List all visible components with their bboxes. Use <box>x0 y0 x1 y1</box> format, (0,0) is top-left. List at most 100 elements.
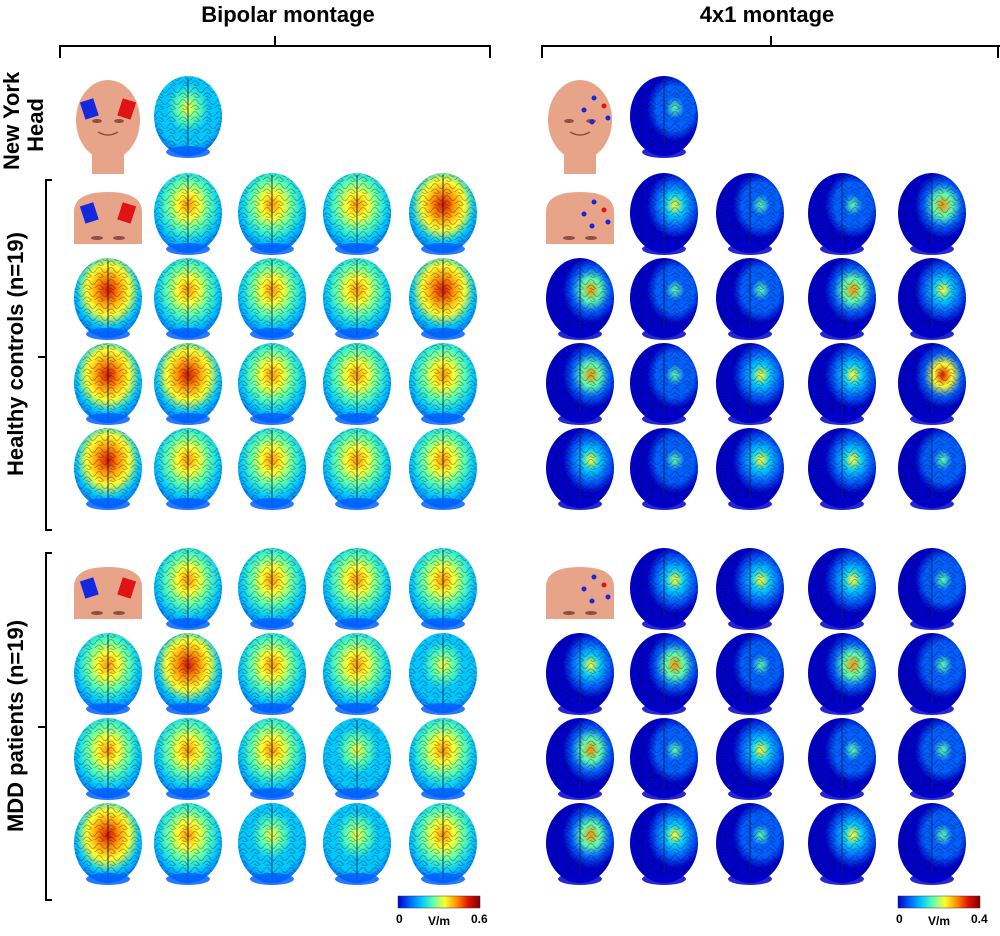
healthy-4x1-brain-19 <box>898 428 966 510</box>
4x1-montage-title: 4x1 montage <box>699 2 835 27</box>
mdd-4x1-brain-18 <box>808 803 876 885</box>
healthy-bipolar-brain-18 <box>323 428 391 510</box>
mdd-4x1-brain-17 <box>716 803 784 885</box>
mdd-bipolar-brain-8 <box>323 633 391 715</box>
mdd-bracket <box>38 552 52 901</box>
healthy-4x1-head <box>546 192 614 244</box>
bipolar-montage-title: Bipolar montage <box>201 2 375 27</box>
ny-brain-bipolar <box>154 76 222 158</box>
healthy-bipolar-brain-17 <box>238 428 306 510</box>
mdd-4x1-brain-2 <box>716 548 784 630</box>
healthy-4x1-brain-13 <box>808 343 876 425</box>
healthy-bipolar-brain-1 <box>154 173 222 255</box>
bipolar-colorbar <box>397 895 481 909</box>
mdd-bipolar-brain-4 <box>409 548 477 630</box>
mdd-4x1-brain-1 <box>630 548 698 630</box>
healthy-4x1-brain-10 <box>546 343 614 425</box>
mdd-4x1-brain-6 <box>630 633 698 715</box>
healthy-bipolar-brain-12 <box>238 343 306 425</box>
mdd-4x1-brain-14 <box>898 718 966 800</box>
mdd-bipolar-brain-12 <box>238 718 306 800</box>
healthy-4x1-brain-12 <box>716 343 784 425</box>
mdd-4x1-brain-15 <box>546 803 614 885</box>
ny-head-bipolar <box>76 80 140 174</box>
mdd-4x1-brain-8 <box>808 633 876 715</box>
healthy-4x1-brain-18 <box>808 428 876 510</box>
mdd-4x1-brain-12 <box>716 718 784 800</box>
ny-head-4x1 <box>548 80 612 174</box>
healthy-bipolar-brain-16 <box>154 428 222 510</box>
mdd-bipolar-brain-18 <box>323 803 391 885</box>
healthy-bipolar-brain-8 <box>323 258 391 340</box>
healthy-4x1-brain-3 <box>808 173 876 255</box>
mdd-bipolar-brain-17 <box>238 803 306 885</box>
bipolar-colorbar-unit: V/m <box>428 914 451 928</box>
healthy-4x1-brain-4 <box>898 173 966 255</box>
healthy-4x1-brain-9 <box>898 258 966 340</box>
healthy-bipolar-brain-9 <box>409 258 477 340</box>
healthy-4x1-brain-2 <box>716 173 784 255</box>
healthy-bipolar-brain-6 <box>154 258 222 340</box>
mdd-bipolar-brain-16 <box>154 803 222 885</box>
mdd-4x1-brain-5 <box>546 633 614 715</box>
mdd-bipolar-brain-2 <box>238 548 306 630</box>
mdd-4x1-brain-16 <box>630 803 698 885</box>
mdd-4x1-brain-9 <box>898 633 966 715</box>
4x1-colorbar-unit: V/m <box>928 914 951 928</box>
healthy-4x1-brain-8 <box>808 258 876 340</box>
healthy-bipolar-brain-13 <box>323 343 391 425</box>
healthy-bipolar-brain-5 <box>74 258 142 340</box>
healthy-bipolar-brain-14 <box>409 343 477 425</box>
mdd-bipolar-brain-10 <box>74 718 142 800</box>
healthy-bipolar-brain-7 <box>238 258 306 340</box>
mdd-4x1-brain-7 <box>716 633 784 715</box>
mdd-4x1-brain-11 <box>630 718 698 800</box>
brain-grid <box>74 76 966 885</box>
mdd-4x1-head <box>546 567 614 619</box>
mdd-bipolar-brain-14 <box>409 718 477 800</box>
mdd-4x1-brain-3 <box>808 548 876 630</box>
mdd-4x1-brain-10 <box>546 718 614 800</box>
healthy-bipolar-brain-3 <box>323 173 391 255</box>
mdd-4x1-brain-19 <box>898 803 966 885</box>
healthy-4x1-brain-16 <box>630 428 698 510</box>
healthy-bracket <box>38 179 52 531</box>
mdd-bipolar-brain-11 <box>154 718 222 800</box>
bipolar-colorbar-min: 0 <box>396 912 403 926</box>
healthy-bipolar-brain-19 <box>409 428 477 510</box>
brackets <box>38 36 1000 901</box>
4x1-bracket <box>541 36 1000 58</box>
mdd-bipolar-brain-6 <box>154 633 222 715</box>
healthy-4x1-brain-14 <box>898 343 966 425</box>
mdd-bipolar-brain-9 <box>409 633 477 715</box>
mdd-bipolar-brain-13 <box>323 718 391 800</box>
healthy-bipolar-brain-10 <box>74 343 142 425</box>
mdd-4x1-brain-13 <box>808 718 876 800</box>
bipolar-colorbar-max: 0.6 <box>471 912 488 926</box>
mdd-bipolar-head <box>74 567 142 619</box>
healthy-4x1-brain-7 <box>716 258 784 340</box>
healthy-bipolar-brain-2 <box>238 173 306 255</box>
mdd-bipolar-brain-15 <box>74 803 142 885</box>
mdd-4x1-brain-4 <box>898 548 966 630</box>
ny-brain-4x1 <box>630 76 698 158</box>
healthy-4x1-brain-5 <box>546 258 614 340</box>
4x1-colorbar-max: 0.4 <box>971 912 988 926</box>
healthy-4x1-brain-1 <box>630 173 698 255</box>
bipolar-bracket <box>59 36 491 58</box>
4x1-colorbar <box>897 895 981 909</box>
healthy-bipolar-brain-4 <box>409 173 477 255</box>
healthy-4x1-brain-6 <box>630 258 698 340</box>
mdd-bipolar-brain-7 <box>238 633 306 715</box>
healthy-bipolar-head <box>74 192 142 244</box>
mdd-bipolar-brain-1 <box>154 548 222 630</box>
mdd-bipolar-brain-19 <box>409 803 477 885</box>
4x1-colorbar-min: 0 <box>896 912 903 926</box>
healthy-bipolar-brain-11 <box>154 343 222 425</box>
healthy-4x1-brain-17 <box>716 428 784 510</box>
mdd-bipolar-brain-5 <box>74 633 142 715</box>
mdd-bipolar-brain-3 <box>323 548 391 630</box>
healthy-4x1-brain-11 <box>630 343 698 425</box>
healthy-4x1-brain-15 <box>546 428 614 510</box>
